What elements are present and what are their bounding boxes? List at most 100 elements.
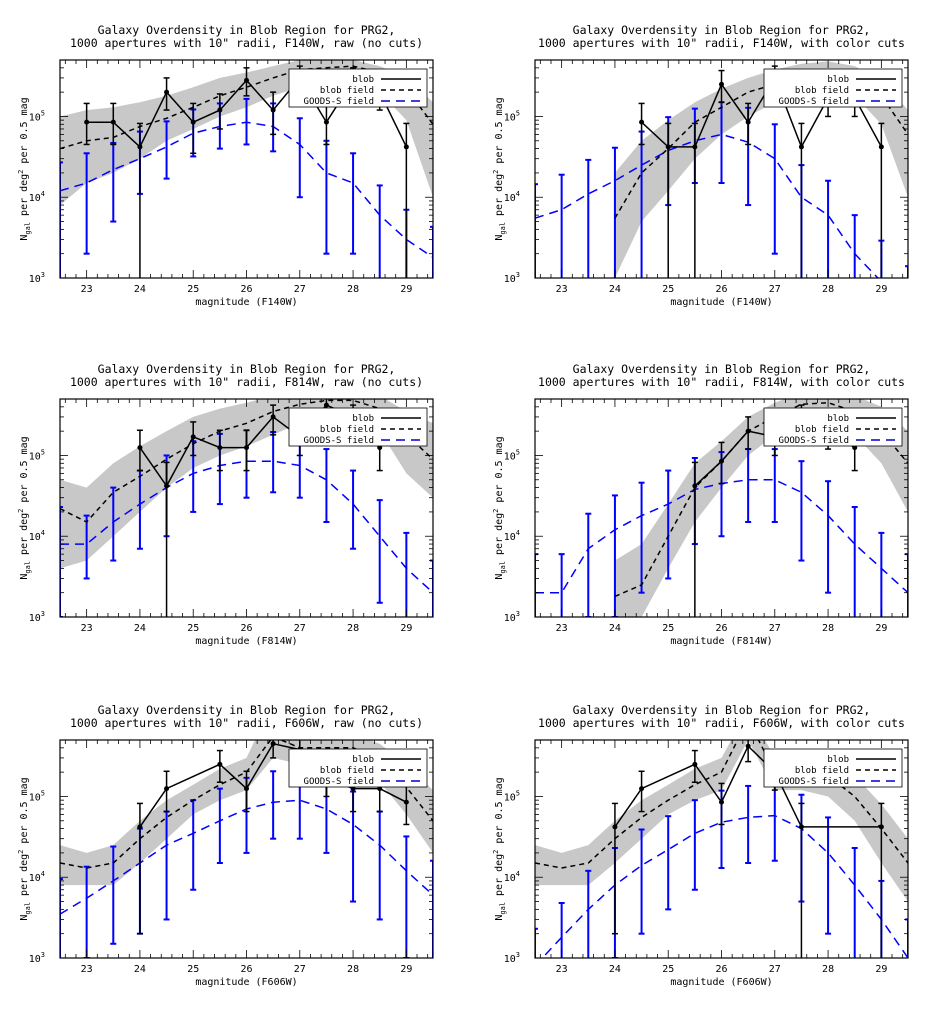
plot-area — [535, 61, 908, 278]
x-tick-label: 23 — [556, 623, 568, 634]
y-tick-label: 105 — [29, 789, 45, 803]
blob-point — [270, 107, 276, 113]
legend-label: blob field — [320, 766, 374, 776]
x-tick-label: 27 — [769, 964, 781, 975]
y-tick-label: 105 — [29, 448, 45, 462]
blob-point — [692, 144, 698, 150]
x-tick-label: 29 — [400, 623, 412, 634]
legend-label: GOODS-S field — [304, 777, 374, 787]
plot-area — [60, 740, 433, 958]
x-tick-label: 29 — [875, 964, 887, 975]
panel-title: Galaxy Overdensity in Blob Region for PR… — [573, 362, 871, 376]
y-tick-label: 103 — [29, 951, 45, 965]
blob-point — [798, 144, 804, 150]
panel-title: 1000 apertures with 10" radii, F814W, wi… — [538, 375, 905, 389]
y-label-part: per deg — [19, 174, 30, 222]
legend-label: blob — [827, 75, 849, 85]
blob-field-line — [535, 740, 908, 869]
panel-title: Galaxy Overdensity in Blob Region for PR… — [98, 362, 396, 376]
y-tick-exponent: 3 — [516, 610, 520, 618]
blob-point — [403, 799, 409, 805]
x-tick-label: 25 — [662, 284, 674, 295]
y-axis-label: Ngal per deg2 per 0.5 mag — [17, 97, 32, 240]
legend-label: blob — [352, 414, 374, 424]
y-axis-label: Ngal per deg2 per 0.5 mag — [17, 436, 32, 579]
y-tick-exponent: 4 — [516, 190, 520, 198]
panel-title: 1000 apertures with 10" radii, F814W, ra… — [70, 375, 423, 389]
legend-label: blob — [352, 755, 374, 765]
legend-label: blob — [827, 414, 849, 424]
y-label-subscript: gal — [499, 222, 507, 235]
x-axis-label: magnitude (F606W) — [670, 977, 772, 988]
x-tick-label: 28 — [822, 623, 834, 634]
x-tick-label: 26 — [715, 964, 727, 975]
y-label-part: per deg — [19, 854, 30, 902]
panel-title: 1000 apertures with 10" radii, F606W, ra… — [70, 716, 423, 730]
x-tick-label: 27 — [769, 623, 781, 634]
x-tick-label: 28 — [822, 284, 834, 295]
blob-field-band — [60, 399, 433, 569]
x-tick-label: 29 — [400, 284, 412, 295]
y-tick-exponent: 4 — [516, 529, 520, 537]
y-label-subscript: gal — [24, 902, 32, 915]
blob-point — [164, 89, 170, 95]
y-tick-exponent: 3 — [516, 951, 520, 959]
y-tick-label: 105 — [504, 448, 520, 462]
y-axis-label: Ngal per deg2 per 0.5 mag — [492, 436, 507, 579]
x-tick-label: 24 — [609, 284, 621, 295]
y-label-superscript: 2 — [17, 850, 25, 854]
panel-title: 1000 apertures with 10" radii, F140W, wi… — [538, 36, 905, 50]
y-axis-label: Ngal per deg2 per 0.5 mag — [492, 777, 507, 920]
x-tick-label: 28 — [347, 623, 359, 634]
x-tick-label: 26 — [240, 964, 252, 975]
blob-point — [217, 445, 223, 451]
x-tick-label: 29 — [875, 284, 887, 295]
y-label-part: per deg — [19, 513, 30, 561]
legend-label: blob field — [320, 425, 374, 435]
y-label-part: N — [494, 915, 505, 921]
x-tick-label: 26 — [240, 284, 252, 295]
y-label-subscript: gal — [499, 561, 507, 574]
y-tick-label: 105 — [29, 109, 45, 123]
blob-point — [665, 144, 671, 150]
legend-label: GOODS-S field — [779, 97, 849, 107]
legend-label: blob — [827, 755, 849, 765]
y-tick-label: 104 — [504, 870, 520, 884]
x-tick-label: 25 — [187, 623, 199, 634]
goods-field-line — [535, 133, 879, 278]
y-label-part: per deg — [494, 174, 505, 222]
y-axis-label: Ngal per deg2 per 0.5 mag — [17, 777, 32, 920]
goods-field-line — [60, 121, 433, 259]
blob-point — [190, 434, 196, 440]
blob-point — [137, 144, 143, 150]
x-tick-label: 23 — [556, 964, 568, 975]
blob-point — [745, 428, 751, 434]
x-tick-label: 29 — [875, 623, 887, 634]
x-axis-label: magnitude (F814W) — [670, 636, 772, 647]
x-tick-label: 23 — [81, 284, 93, 295]
x-tick-label: 25 — [187, 284, 199, 295]
y-label-part: N — [494, 235, 505, 241]
y-tick-exponent: 5 — [516, 789, 520, 797]
x-tick-label: 24 — [609, 623, 621, 634]
blob-point — [244, 786, 249, 792]
panel-title: 1000 apertures with 10" radii, F606W, wi… — [538, 716, 905, 730]
y-label-part: per 0.5 mag — [494, 436, 505, 508]
y-label-part: N — [19, 574, 30, 580]
blob-point — [217, 761, 223, 767]
y-tick-exponent: 4 — [516, 870, 520, 878]
x-tick-label: 23 — [556, 284, 568, 295]
y-label-part: per deg — [494, 854, 505, 902]
y-label-part: per 0.5 mag — [19, 436, 30, 508]
y-tick-label: 103 — [504, 271, 520, 285]
legend-label: blob field — [795, 86, 849, 96]
y-label-superscript: 2 — [17, 170, 25, 174]
y-tick-exponent: 5 — [516, 448, 520, 456]
x-tick-label: 25 — [662, 623, 674, 634]
y-tick-label: 104 — [29, 190, 45, 204]
x-tick-label: 28 — [822, 964, 834, 975]
x-tick-label: 23 — [81, 964, 93, 975]
x-tick-label: 24 — [134, 623, 146, 634]
x-tick-label: 24 — [609, 964, 621, 975]
